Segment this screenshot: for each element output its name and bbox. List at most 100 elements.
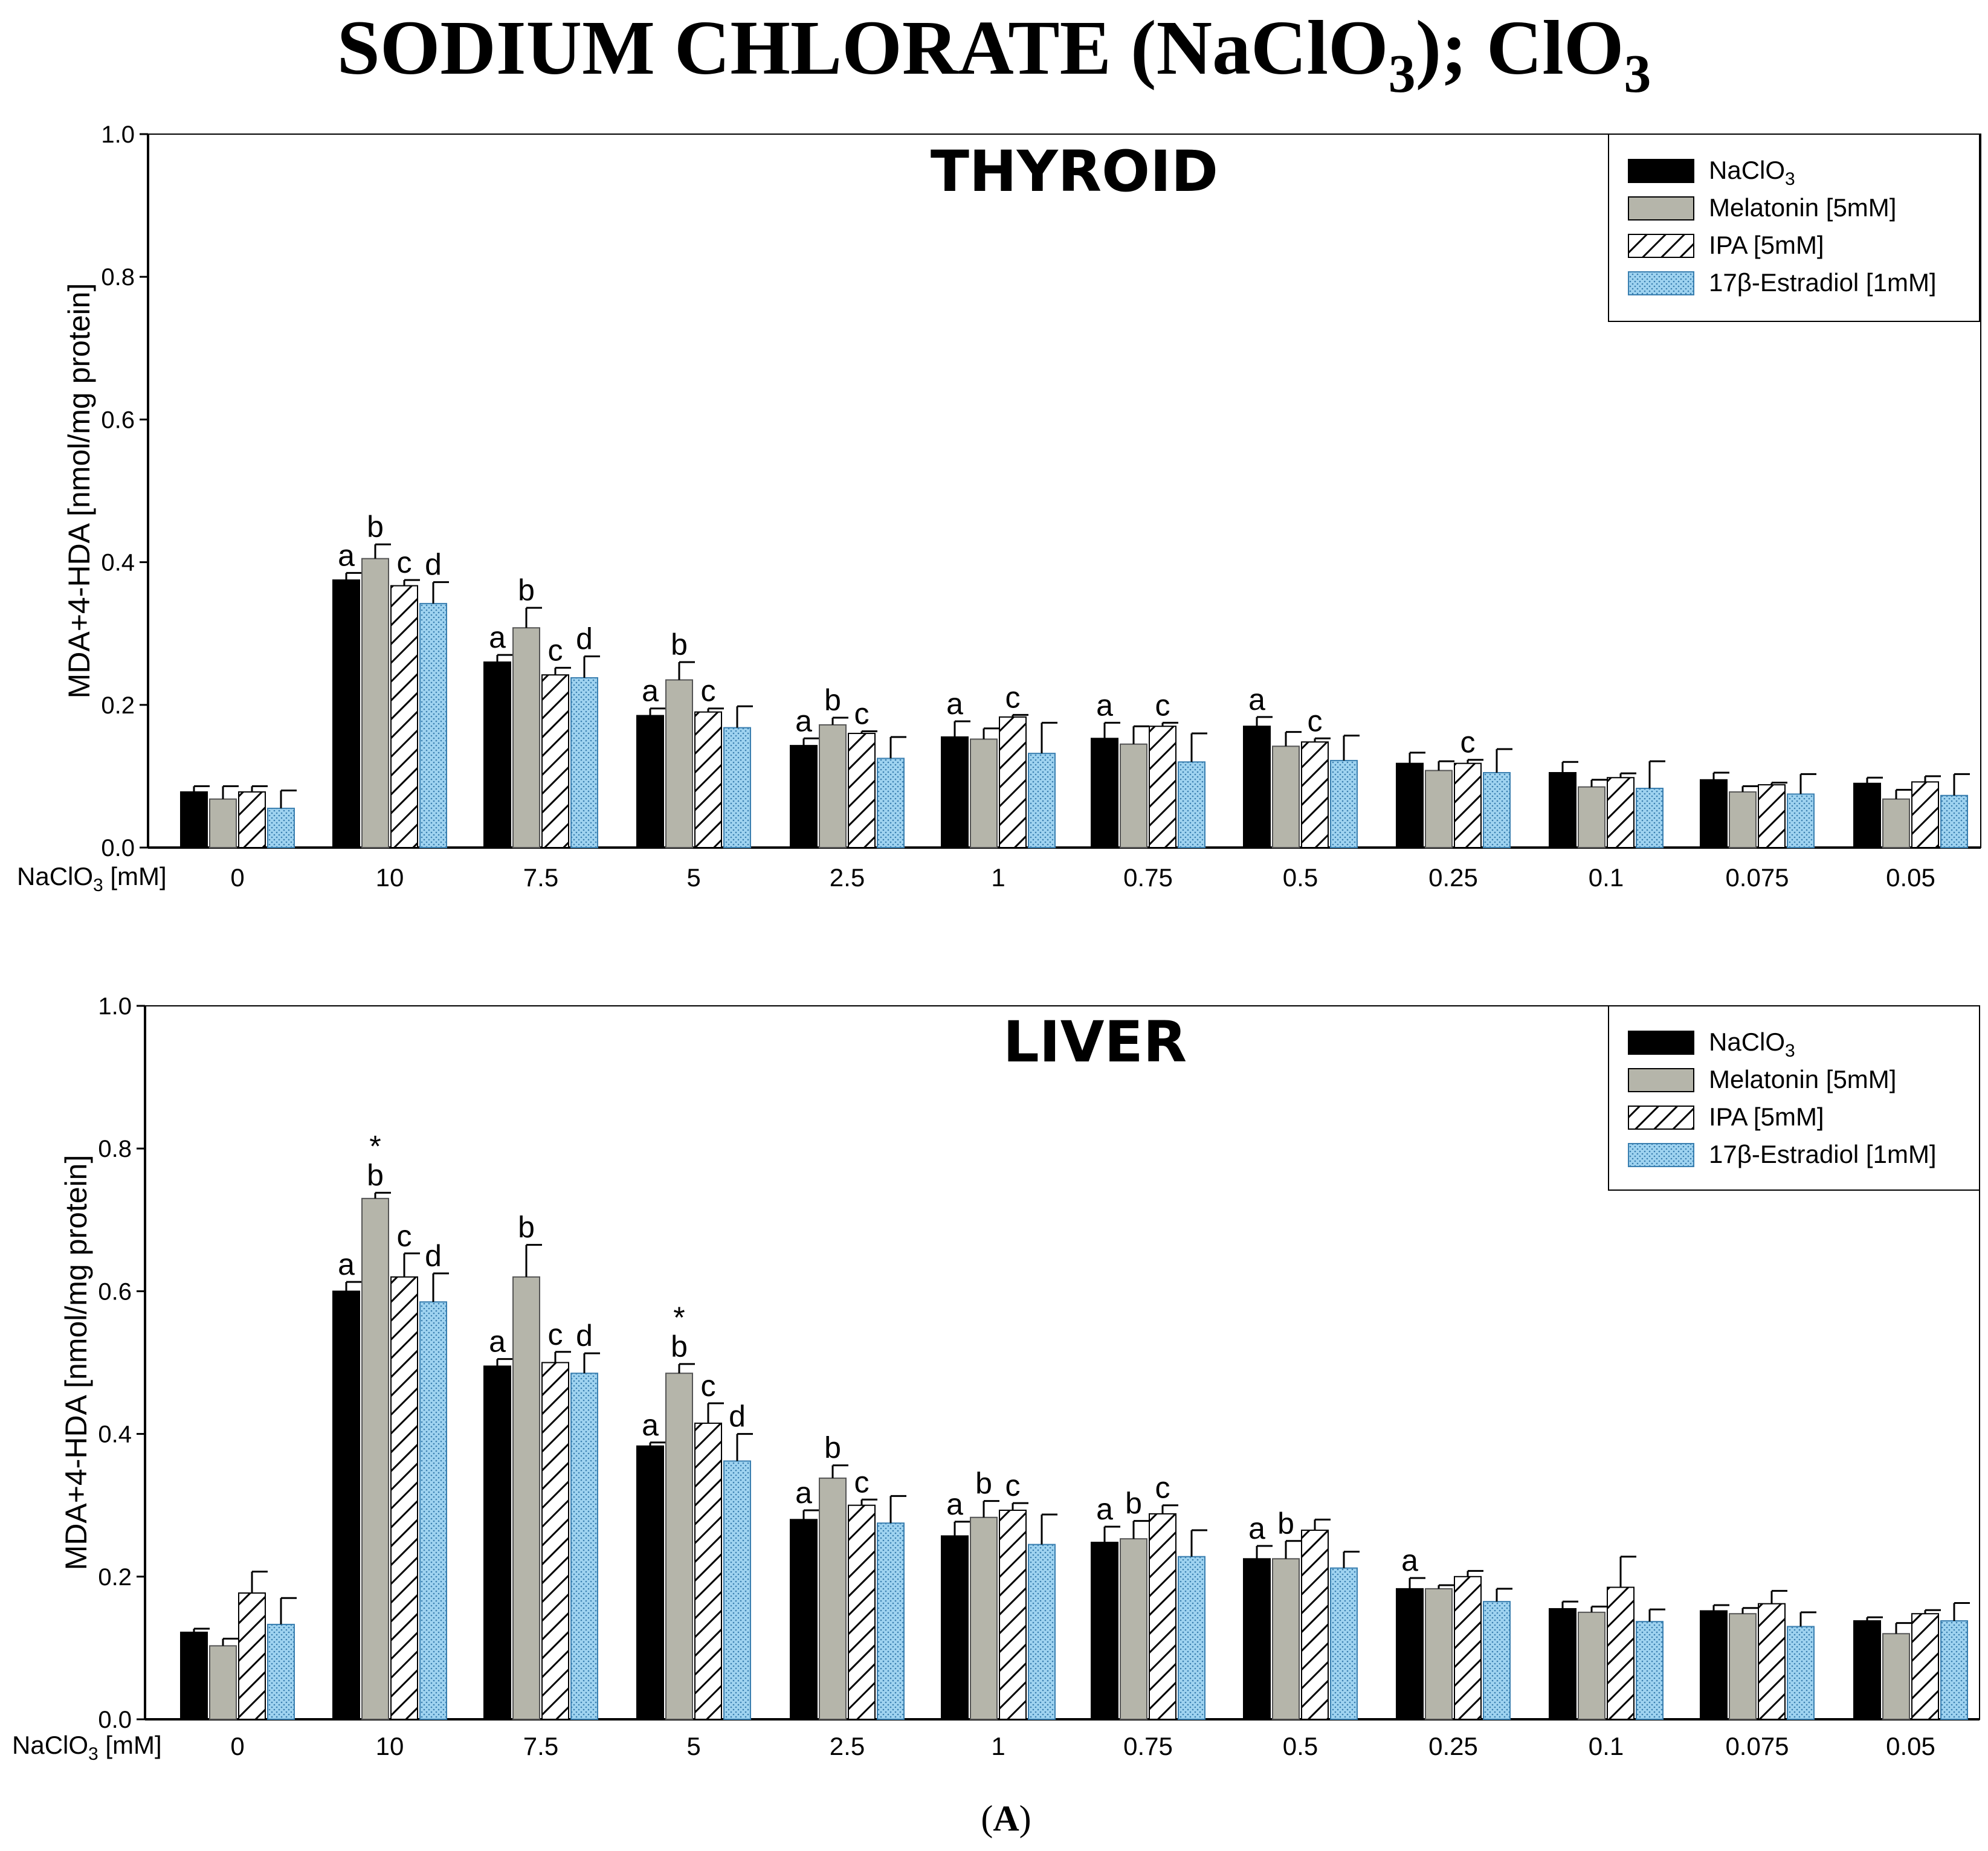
liver-significance-letter: a xyxy=(795,1476,812,1510)
liver-significance-letter: a xyxy=(489,1325,506,1359)
thyroid-bar xyxy=(1243,726,1271,848)
thyroid-x-axis-label-sub: 3 xyxy=(93,875,103,895)
liver-y-tick-label: 0.4 xyxy=(98,1421,132,1448)
liver-significance-star: * xyxy=(369,1129,381,1163)
thyroid-legend: NaClO3 Melatonin [5mM] IPA [5mM] 17β-Estrad… xyxy=(1608,134,1980,322)
liver-bar xyxy=(819,1477,847,1721)
thyroid-significance-letter: b xyxy=(367,510,384,544)
thyroid-significance-letter: b xyxy=(824,683,841,717)
thyroid-y-tick-label: 0.0 xyxy=(101,835,135,861)
liver-significance-letter: d xyxy=(576,1319,593,1353)
thyroid-bar xyxy=(1272,745,1300,848)
liver-y-tick-label: 0.2 xyxy=(98,1564,132,1591)
thyroid-x-axis-label-main: NaClO xyxy=(17,862,93,890)
liver-bar xyxy=(1940,1620,1968,1720)
thyroid-legend-swatch xyxy=(1628,234,1694,258)
liver-bar xyxy=(1454,1576,1482,1721)
thyroid-x-tick-label: 2.5 xyxy=(830,863,865,892)
thyroid-panel: 0.0 0.2 0.4 0.6 0.8 1.0 MDA+4-HDA [nmol/mg pro… xyxy=(17,121,1981,895)
liver-legend-label: Melatonin [5mM] xyxy=(1709,1065,1896,1093)
thyroid-bar xyxy=(1091,738,1118,848)
thyroid-bar xyxy=(209,798,237,849)
liver-bar xyxy=(1120,1538,1147,1721)
thyroid-bar xyxy=(1301,741,1329,849)
liver-bar xyxy=(1853,1620,1881,1720)
thyroid-y-tick-label: 0.6 xyxy=(101,407,135,433)
liver-legend-label: NaClO3 xyxy=(1709,1028,1795,1061)
figure-title-mid: ); ClO xyxy=(1416,5,1624,91)
liver-x-axis-label: NaClO3 [mM] xyxy=(12,1731,162,1764)
liver-bar xyxy=(267,1623,295,1720)
liver-significance-letter: a xyxy=(1248,1511,1265,1545)
thyroid-significance-letter: c xyxy=(1155,688,1170,722)
liver-x-tick-label: 0.05 xyxy=(1886,1732,1935,1760)
thyroid-bar xyxy=(1853,782,1881,848)
liver-bar xyxy=(1091,1542,1118,1721)
thyroid-significance-letter: a xyxy=(489,620,506,654)
thyroid-y-tick-label: 1.0 xyxy=(101,121,135,148)
liver-bar xyxy=(1243,1558,1271,1720)
liver-legend-swatch xyxy=(1628,1068,1694,1092)
thyroid-legend-label-main: 17β-Estradiol [1mM] xyxy=(1709,268,1937,297)
liver-bar xyxy=(1758,1603,1786,1720)
liver-panel: 0.0 0.2 0.4 0.6 0.8 1.0 MDA+4-HDA [nmol/mg pro… xyxy=(12,993,1980,1764)
thyroid-significance-letter: c xyxy=(397,546,412,579)
liver-bar xyxy=(1028,1544,1056,1721)
thyroid-bar xyxy=(1700,779,1728,849)
liver-legend-label: IPA [5mM] xyxy=(1709,1103,1824,1131)
liver-bar xyxy=(1330,1567,1358,1720)
liver-bar xyxy=(1911,1613,1939,1720)
thyroid-bar xyxy=(238,791,266,848)
liver-bar xyxy=(790,1519,818,1721)
liver-bar xyxy=(1178,1556,1205,1720)
liver-significance-letter: d xyxy=(729,1400,746,1434)
thyroid-bar xyxy=(1758,784,1786,849)
thyroid-bar xyxy=(694,711,722,848)
thyroid-bar xyxy=(1149,726,1176,848)
panel-label: (A) xyxy=(981,1798,1031,1838)
thyroid-legend-swatch xyxy=(1628,271,1694,295)
thyroid-bar xyxy=(877,758,905,848)
thyroid-legend-label-main: IPA [5mM] xyxy=(1709,231,1824,259)
liver-legend-swatch xyxy=(1628,1143,1694,1167)
liver-legend: NaClO3 Melatonin [5mM] IPA [5mM] 17β-Estrad… xyxy=(1608,1005,1980,1191)
thyroid-significance-letter: d xyxy=(576,622,593,655)
figure-title-main: SODIUM CHLORATE (NaClO xyxy=(337,5,1389,91)
liver-significance-letter: a xyxy=(1096,1492,1113,1526)
thyroid-bar xyxy=(1607,777,1635,848)
liver-bar xyxy=(1578,1611,1606,1721)
thyroid-bar xyxy=(665,679,693,848)
thyroid-bar xyxy=(1787,793,1815,849)
thyroid-bar xyxy=(361,558,389,848)
liver-significance-letter: d xyxy=(425,1239,442,1273)
thyroid-significance-letter: c xyxy=(548,633,563,667)
liver-y-tick-label: 0.8 xyxy=(98,1136,132,1162)
liver-bar xyxy=(848,1504,876,1720)
liver-bar xyxy=(390,1276,418,1720)
thyroid-bar xyxy=(1425,770,1453,849)
thyroid-bar xyxy=(570,677,598,848)
liver-significance-letter: a xyxy=(946,1487,963,1521)
thyroid-legend-swatch xyxy=(1628,159,1694,183)
thyroid-bar xyxy=(1454,762,1482,848)
thyroid-legend-label: Melatonin [5mM] xyxy=(1709,193,1896,222)
liver-x-tick-label: 0.1 xyxy=(1589,1732,1624,1760)
liver-y-tick-label: 1.0 xyxy=(98,993,132,1020)
liver-legend-label-main: Melatonin [5mM] xyxy=(1709,1065,1896,1093)
thyroid-x-tick-label: 7.5 xyxy=(523,863,558,892)
liver-x-tick-label: 0.75 xyxy=(1123,1732,1173,1760)
figure-title: SODIUM CHLORATE (NaClO3); ClO3 xyxy=(337,5,1651,104)
thyroid-x-tick-label: 10 xyxy=(376,863,404,892)
thyroid-bar xyxy=(1178,761,1205,849)
liver-bar xyxy=(694,1422,722,1720)
figure-title-sub1: 3 xyxy=(1389,44,1416,104)
thyroid-legend-swatch xyxy=(1628,196,1694,221)
thyroid-bar xyxy=(1330,759,1358,848)
thyroid-panel-title: THYROID xyxy=(931,139,1218,205)
liver-x-tick-label: 0.5 xyxy=(1283,1732,1318,1760)
liver-bar xyxy=(512,1276,540,1720)
thyroid-bar xyxy=(819,724,847,849)
thyroid-bar xyxy=(180,791,208,848)
liver-panel-title: LIVER xyxy=(1003,1009,1187,1075)
